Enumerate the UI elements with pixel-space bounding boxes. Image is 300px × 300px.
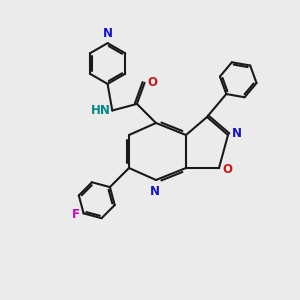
Text: O: O	[223, 163, 232, 176]
Text: O: O	[147, 76, 157, 89]
Text: N: N	[149, 185, 160, 198]
Text: HN: HN	[91, 104, 111, 117]
Text: F: F	[72, 208, 80, 221]
Text: N: N	[103, 26, 112, 40]
Text: N: N	[232, 127, 242, 140]
